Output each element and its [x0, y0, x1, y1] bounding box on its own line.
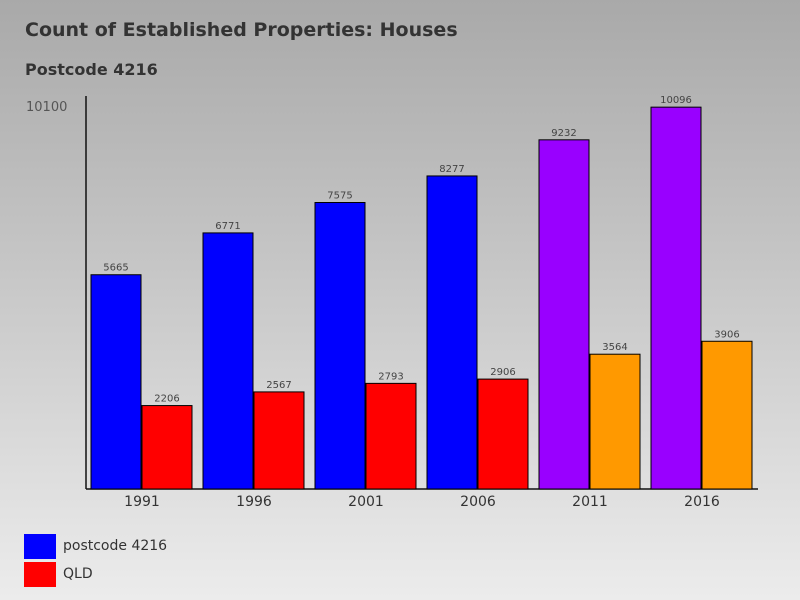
- bar-qld-1991: [141, 405, 193, 490]
- legend-item-postcode: postcode 4216: [24, 532, 167, 560]
- data-label-postcode-2001: 7575: [327, 191, 352, 202]
- legend-swatch-qld: [24, 561, 56, 587]
- data-label-qld-2001: 2793: [378, 371, 403, 382]
- bar-postcode-2016: [650, 106, 702, 490]
- data-label-qld-2011: 3564: [602, 342, 627, 353]
- chart-title: Count of Established Properties: Houses: [25, 19, 458, 41]
- bar-postcode-1996: [202, 232, 254, 490]
- x-tick-label-2016: 2016: [684, 494, 720, 510]
- data-label-postcode-2006: 8277: [439, 164, 464, 175]
- x-tick-label-2011: 2011: [572, 494, 608, 510]
- data-label-postcode-2016: 10096: [660, 95, 692, 106]
- x-tick-label-2001: 2001: [348, 494, 384, 510]
- data-label-qld-1991: 2206: [154, 394, 179, 405]
- data-label-qld-2006: 2906: [490, 367, 515, 378]
- bar-postcode-1991: [90, 274, 142, 490]
- x-tick-label-1996: 1996: [236, 494, 272, 510]
- chart-subtitle: Postcode 4216: [25, 60, 158, 79]
- bar-postcode-2001: [314, 202, 366, 490]
- bar-postcode-2011: [538, 139, 590, 490]
- data-label-qld-1996: 2567: [266, 380, 291, 391]
- bar-qld-2016: [701, 340, 753, 490]
- legend-swatch-postcode: [24, 533, 56, 559]
- data-label-postcode-2011: 9232: [551, 128, 576, 139]
- data-label-postcode-1991: 5665: [103, 263, 128, 274]
- x-tick-label-1991: 1991: [124, 494, 160, 510]
- legend-label-qld: QLD: [63, 566, 93, 582]
- bar-postcode-2006: [426, 175, 478, 490]
- y-tick-label-max: 10100: [26, 100, 67, 115]
- legend-item-qld: QLD: [24, 560, 167, 588]
- bar-qld-2011: [589, 353, 641, 490]
- data-label-qld-2016: 3906: [714, 329, 739, 340]
- x-tick-label-2006: 2006: [460, 494, 496, 510]
- bar-qld-2001: [365, 382, 417, 490]
- legend-label-postcode: postcode 4216: [63, 538, 168, 554]
- bar-qld-1996: [253, 391, 305, 490]
- bar-qld-2006: [477, 378, 529, 490]
- legend: postcode 4216 QLD: [24, 532, 167, 588]
- data-label-postcode-1996: 6771: [215, 221, 240, 232]
